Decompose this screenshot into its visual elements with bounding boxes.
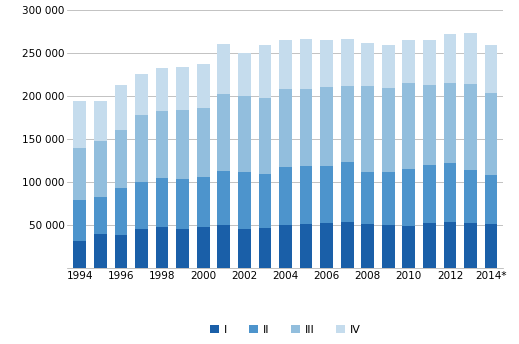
Bar: [94, 234, 107, 268]
Bar: [444, 163, 456, 222]
Bar: [217, 171, 230, 225]
Bar: [176, 179, 189, 229]
Bar: [299, 224, 312, 268]
Bar: [320, 40, 333, 87]
Bar: [320, 87, 333, 166]
Bar: [444, 84, 456, 163]
Bar: [217, 225, 230, 268]
Bar: [115, 130, 127, 189]
Bar: [258, 228, 271, 268]
Bar: [73, 100, 86, 148]
Bar: [73, 200, 86, 241]
Bar: [197, 227, 210, 268]
Bar: [361, 172, 374, 224]
Bar: [197, 177, 210, 227]
Bar: [299, 39, 312, 88]
Bar: [94, 100, 107, 141]
Bar: [176, 67, 189, 110]
Bar: [485, 45, 498, 93]
Bar: [156, 68, 169, 111]
Bar: [485, 175, 498, 225]
Bar: [135, 74, 148, 115]
Bar: [94, 197, 107, 234]
Bar: [73, 241, 86, 268]
Bar: [176, 110, 189, 179]
Bar: [217, 44, 230, 94]
Bar: [258, 45, 271, 98]
Bar: [464, 223, 477, 268]
Bar: [73, 148, 86, 200]
Bar: [279, 167, 292, 225]
Bar: [258, 174, 271, 228]
Bar: [135, 229, 148, 268]
Bar: [402, 40, 415, 83]
Bar: [402, 83, 415, 169]
Bar: [341, 222, 353, 268]
Bar: [94, 141, 107, 197]
Bar: [423, 223, 436, 268]
Bar: [156, 111, 169, 178]
Bar: [444, 222, 456, 268]
Bar: [464, 84, 477, 170]
Bar: [444, 34, 456, 84]
Bar: [135, 182, 148, 229]
Bar: [238, 96, 251, 172]
Bar: [341, 39, 353, 86]
Bar: [464, 170, 477, 223]
Bar: [115, 85, 127, 130]
Bar: [382, 88, 394, 172]
Bar: [382, 225, 394, 268]
Bar: [217, 94, 230, 171]
Bar: [156, 178, 169, 227]
Bar: [361, 43, 374, 86]
Bar: [320, 223, 333, 268]
Bar: [361, 86, 374, 172]
Bar: [197, 108, 210, 177]
Bar: [238, 229, 251, 268]
Bar: [402, 169, 415, 226]
Bar: [279, 89, 292, 167]
Bar: [485, 93, 498, 175]
Bar: [279, 225, 292, 268]
Bar: [279, 41, 292, 89]
Bar: [423, 85, 436, 165]
Bar: [135, 115, 148, 182]
Bar: [341, 162, 353, 222]
Bar: [382, 172, 394, 225]
Bar: [382, 45, 394, 88]
Bar: [423, 40, 436, 85]
Bar: [361, 224, 374, 268]
Bar: [299, 89, 312, 166]
Bar: [176, 229, 189, 268]
Bar: [464, 33, 477, 84]
Bar: [156, 227, 169, 268]
Bar: [485, 225, 498, 268]
Bar: [341, 86, 353, 162]
Bar: [115, 235, 127, 268]
Bar: [299, 166, 312, 224]
Bar: [197, 64, 210, 108]
Bar: [238, 172, 251, 229]
Bar: [423, 165, 436, 223]
Bar: [258, 98, 271, 174]
Bar: [238, 53, 251, 96]
Bar: [115, 189, 127, 235]
Legend: I, II, III, IV: I, II, III, IV: [210, 325, 361, 335]
Bar: [402, 226, 415, 268]
Bar: [320, 166, 333, 223]
